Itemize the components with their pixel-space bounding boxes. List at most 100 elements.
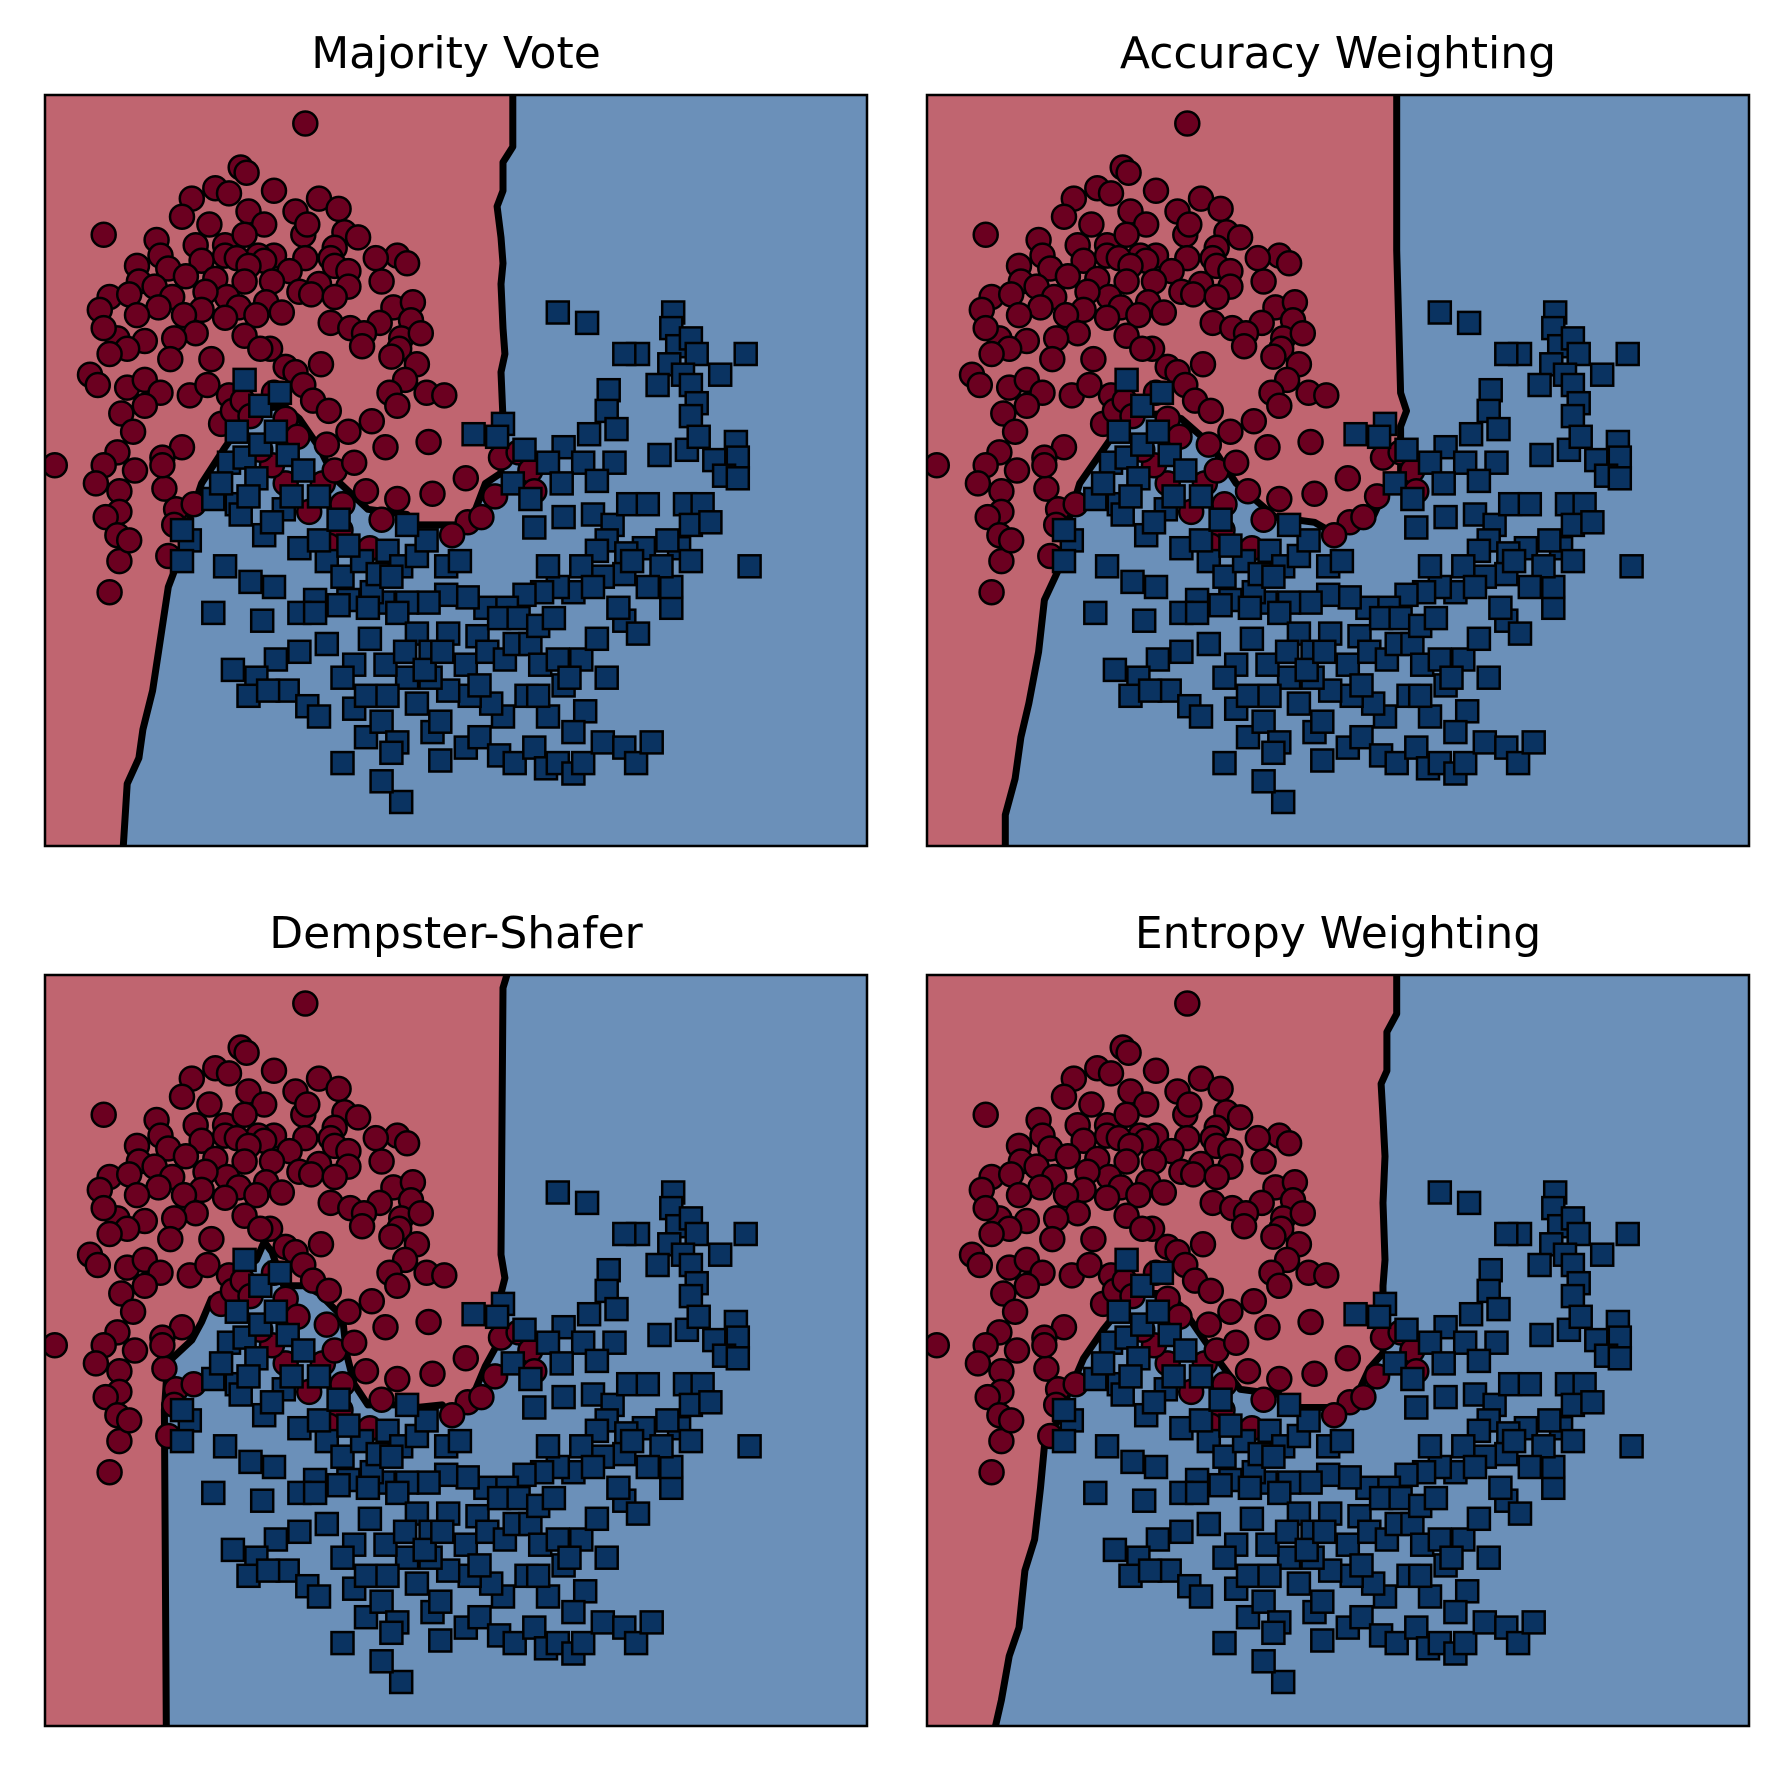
point-class-0	[168, 203, 196, 230]
point-class-1	[404, 1571, 430, 1596]
point-class-0	[997, 527, 1025, 554]
point-class-1	[707, 1242, 733, 1267]
point-class-1	[1417, 1584, 1443, 1609]
point-class-1	[1051, 1428, 1077, 1454]
point-class-0	[964, 1350, 992, 1377]
point-class-1	[212, 554, 238, 579]
point-class-0	[247, 1215, 274, 1243]
point-class-1	[639, 730, 664, 755]
point-class-0	[321, 1163, 348, 1191]
point-class-1	[1276, 512, 1302, 538]
point-class-1	[1310, 709, 1335, 734]
point-class-1	[1529, 442, 1554, 468]
point-class-0	[90, 1101, 117, 1129]
point-class-0	[927, 452, 951, 479]
point-class-1	[1466, 626, 1492, 652]
point-class-1	[1343, 1301, 1368, 1327]
point-class-1	[1349, 673, 1374, 698]
point-class-1	[255, 1558, 281, 1583]
point-class-0	[452, 1345, 480, 1372]
point-class-1	[1619, 554, 1644, 579]
point-class-0	[362, 244, 390, 272]
point-class-1	[261, 574, 287, 600]
point-class-1	[1310, 1589, 1335, 1614]
point-class-1	[535, 450, 561, 475]
point-class-0	[1297, 1308, 1324, 1336]
point-class-1	[263, 647, 289, 672]
point-class-1	[1466, 468, 1492, 494]
point-class-1	[522, 1615, 547, 1640]
point-class-1	[1580, 1390, 1605, 1415]
point-class-1	[596, 377, 621, 403]
point-class-0	[1250, 1148, 1277, 1175]
point-class-1	[267, 1260, 293, 1286]
point-class-1	[357, 1506, 383, 1532]
point-class-0	[972, 1101, 999, 1129]
point-class-1	[535, 704, 561, 729]
point-class-1	[455, 1465, 480, 1490]
point-class-1	[306, 1584, 332, 1609]
point-class-0	[964, 470, 992, 497]
point-class-1	[461, 421, 486, 447]
point-class-1	[1310, 748, 1335, 773]
point-class-0	[243, 1181, 270, 1209]
point-class-1	[1083, 600, 1108, 626]
point-class-1	[584, 626, 610, 652]
point-class-1	[525, 683, 551, 709]
point-class-1	[1274, 1519, 1300, 1545]
point-class-1	[1541, 1475, 1566, 1501]
point-class-1	[1507, 621, 1533, 646]
point-class-1	[1505, 750, 1531, 776]
point-class-0	[1301, 1360, 1328, 1388]
point-class-0	[1275, 250, 1303, 277]
point-class-0	[1039, 345, 1066, 373]
point-class-1	[1505, 1630, 1531, 1656]
point-class-1	[678, 403, 704, 429]
point-class-1	[1298, 1470, 1323, 1495]
point-class-1	[535, 1434, 561, 1459]
point-class-1	[522, 515, 547, 540]
point-class-1	[1310, 1628, 1335, 1653]
point-class-1	[248, 393, 273, 419]
point-class-1	[1343, 421, 1368, 447]
point-class-1	[1196, 631, 1222, 657]
point-class-0	[90, 314, 117, 342]
decision-boundary	[1001, 95, 1410, 846]
point-class-1	[169, 1397, 195, 1423]
point-class-0	[340, 1329, 368, 1356]
point-class-0	[1115, 159, 1142, 186]
point-class-0	[96, 578, 123, 606]
point-class-0	[1297, 428, 1324, 456]
point-class-0	[1115, 1039, 1142, 1066]
point-class-1	[1494, 1221, 1519, 1247]
point-class-0	[1031, 452, 1058, 479]
point-class-1	[369, 709, 394, 734]
point-class-1	[1466, 1348, 1492, 1374]
point-class-1	[1130, 1273, 1155, 1299]
point-class-1	[201, 1480, 226, 1506]
point-class-1	[1143, 1454, 1169, 1480]
point-class-1	[1615, 341, 1640, 367]
point-class-0	[108, 400, 135, 427]
point-class-1	[535, 1584, 561, 1609]
point-class-1	[1407, 683, 1433, 709]
point-class-1	[1141, 510, 1167, 535]
point-class-1	[1472, 1610, 1498, 1635]
point-class-1	[698, 1390, 723, 1415]
point-class-1	[1257, 1563, 1282, 1589]
point-class-1	[208, 1351, 234, 1376]
point-class-1	[1417, 1434, 1443, 1459]
point-class-1	[1486, 1296, 1511, 1322]
point-class-1	[1145, 1299, 1171, 1324]
point-class-1	[1114, 367, 1139, 393]
point-class-0	[990, 1280, 1017, 1307]
point-class-1	[379, 564, 404, 589]
point-class-0	[1078, 211, 1105, 238]
point-class-1	[1102, 1537, 1128, 1563]
point-class-1	[1312, 639, 1337, 665]
point-class-0	[393, 250, 421, 277]
point-class-1	[373, 652, 398, 677]
point-class-1	[1349, 1553, 1374, 1578]
point-class-1	[1458, 1301, 1484, 1327]
